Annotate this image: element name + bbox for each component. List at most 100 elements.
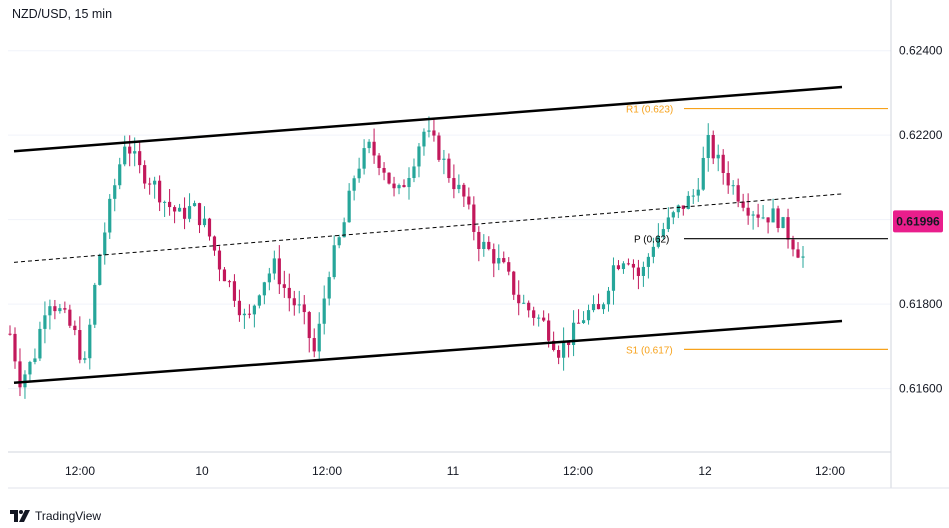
candle[interactable] (327, 277, 331, 299)
candle[interactable] (671, 212, 675, 218)
symbol-title[interactable]: NZD/USD, 15 min (12, 7, 112, 21)
candle[interactable] (58, 308, 62, 312)
candle[interactable] (222, 269, 227, 282)
candle[interactable] (432, 130, 436, 136)
candle[interactable] (412, 166, 416, 179)
candle[interactable] (292, 298, 296, 306)
candle[interactable] (377, 155, 381, 169)
candle[interactable] (302, 304, 306, 313)
candle[interactable] (716, 154, 720, 159)
candle[interactable] (472, 204, 476, 232)
candle[interactable] (342, 222, 346, 238)
candle[interactable] (552, 340, 556, 351)
candle[interactable] (621, 263, 626, 270)
candle[interactable] (252, 305, 256, 315)
channel-upper-line[interactable] (13, 85, 843, 153)
candle[interactable] (686, 195, 690, 209)
candle[interactable] (497, 258, 501, 264)
candle[interactable] (312, 338, 316, 352)
candle[interactable] (247, 313, 251, 315)
candle[interactable] (781, 217, 785, 228)
candle[interactable] (651, 246, 655, 257)
candle[interactable] (167, 201, 172, 208)
candle[interactable] (417, 146, 421, 167)
candle[interactable] (507, 262, 511, 272)
candle[interactable] (123, 146, 127, 165)
candle[interactable] (591, 304, 596, 311)
candle[interactable] (532, 310, 536, 318)
candle[interactable] (452, 178, 456, 190)
candle[interactable] (631, 263, 636, 268)
trend-channel[interactable] (13, 85, 843, 384)
candle[interactable] (601, 304, 606, 310)
candle[interactable] (227, 281, 232, 283)
candle[interactable] (317, 323, 321, 352)
candle[interactable] (796, 249, 800, 258)
candle[interactable] (33, 358, 37, 362)
candle[interactable] (751, 214, 755, 216)
candle[interactable] (407, 178, 411, 188)
candle[interactable] (696, 189, 700, 196)
time-tick-label[interactable]: 12:00 (563, 464, 593, 478)
candle[interactable] (467, 196, 471, 205)
candle[interactable] (267, 273, 271, 283)
candle[interactable] (731, 185, 735, 187)
candle[interactable] (691, 195, 695, 197)
time-axis-labels[interactable]: 12:00 10 12:00 11 12:00 12 12:00 (65, 464, 845, 478)
candle[interactable] (402, 185, 406, 188)
candle[interactable] (78, 330, 82, 360)
candle[interactable] (48, 306, 52, 316)
candle[interactable] (571, 322, 576, 345)
candle[interactable] (187, 206, 192, 219)
candle[interactable] (118, 164, 122, 186)
candle[interactable] (192, 203, 197, 207)
candle[interactable] (726, 172, 730, 186)
candle[interactable] (8, 333, 12, 335)
candle[interactable] (562, 341, 566, 358)
candle[interactable] (646, 256, 650, 267)
candle[interactable] (527, 302, 531, 311)
candle[interactable] (721, 154, 725, 173)
candle[interactable] (576, 322, 581, 324)
candle[interactable] (756, 214, 760, 218)
candle[interactable] (372, 141, 376, 156)
candle[interactable] (387, 172, 391, 184)
candle[interactable] (182, 207, 187, 219)
candle[interactable] (362, 148, 366, 169)
candle[interactable] (666, 217, 670, 230)
candle[interactable] (232, 281, 237, 301)
candle[interactable] (367, 141, 371, 149)
channel-middle-line[interactable] (13, 193, 843, 263)
candle[interactable] (307, 312, 311, 339)
candle[interactable] (397, 185, 401, 189)
candle[interactable] (382, 168, 386, 173)
candle[interactable] (143, 165, 147, 184)
candle[interactable] (163, 201, 167, 203)
candle[interactable] (766, 217, 770, 223)
price-tick-label[interactable]: 0.62400 (899, 44, 943, 58)
candle[interactable] (262, 282, 266, 296)
candle[interactable] (272, 258, 276, 274)
time-tick-label[interactable]: 12 (698, 464, 712, 478)
candle[interactable] (212, 236, 217, 251)
candle[interactable] (547, 320, 551, 341)
candle[interactable] (711, 135, 715, 159)
candle[interactable] (237, 300, 242, 316)
price-tick-label[interactable]: 0.61600 (899, 382, 943, 396)
pivot-levels[interactable]: R1 (0.623) P (0.62) S1 (0.617) (626, 105, 888, 357)
candle[interactable] (43, 315, 47, 329)
candle[interactable] (257, 295, 261, 306)
price-tick-label[interactable]: 0.61800 (899, 297, 943, 311)
candle[interactable] (202, 218, 207, 226)
candle[interactable] (566, 341, 571, 345)
candle[interactable] (357, 168, 361, 179)
time-tick-label[interactable]: 12:00 (815, 464, 845, 478)
time-tick-label[interactable]: 12:00 (312, 464, 342, 478)
candle[interactable] (512, 271, 516, 295)
time-tick-label[interactable]: 11 (447, 464, 460, 478)
candle[interactable] (158, 180, 162, 203)
candle[interactable] (457, 184, 461, 190)
candle[interactable] (13, 333, 17, 362)
candle[interactable] (492, 249, 496, 264)
